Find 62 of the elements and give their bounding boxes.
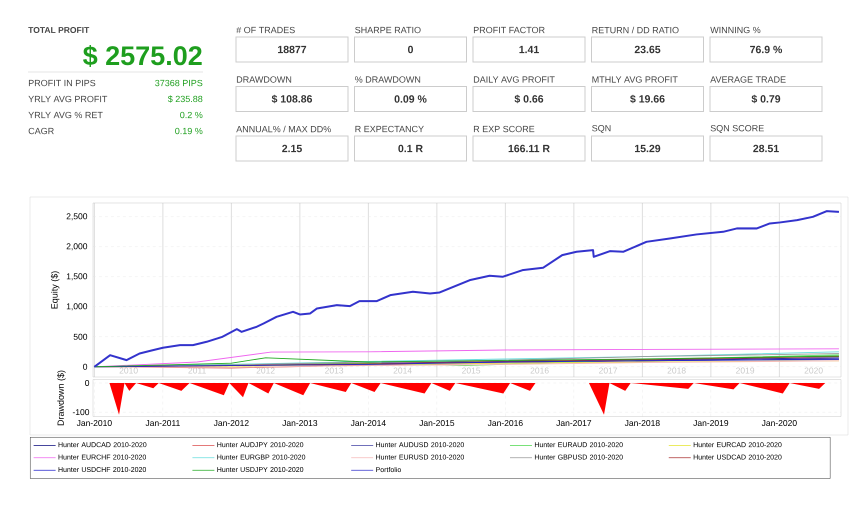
text: ANNUAL% / MAX DD% [236,126,331,132]
text: 1.41 [519,46,539,54]
text: PROFIT IN PIPS [28,80,96,86]
text: YRLY AVG PROFIT [28,96,108,102]
text: CAGR [28,128,54,134]
text: MTHLY AVG PROFIT [592,76,678,83]
text: SHARPE RATIO [355,26,421,34]
text: $ 0.79 [752,94,780,104]
y-axis-title: Equity ($) [50,271,60,309]
text: 2.15 [282,144,302,152]
y-tick-label: 1,000 [66,303,88,310]
text: WINNING % [710,26,760,34]
text: R EXP SCORE [474,126,534,132]
x-tick-label: Jan-2019 [693,420,728,426]
text: 0 [408,46,413,54]
x-tick-label: Jan-2018 [624,420,660,426]
text: 0.1 R [398,144,423,152]
x-tick-label: Jan-2013 [282,420,318,426]
y-tick-label: 2,000 [66,243,88,250]
y-tick-label: -100 [72,409,90,416]
x-tick-label: Jan-2011 [146,420,180,426]
text: $ 0.66 [514,94,544,104]
text: # OF TRADES [236,26,295,34]
text: RETURN / DD RATIO [592,26,679,34]
x-tick-label: Jan-2015 [419,420,454,426]
text: 0.09 % [394,95,427,103]
y-tick-label: 0 [85,380,90,386]
text: 23.65 [634,46,660,54]
text: 0.2 % [180,112,202,118]
text: $ 235.88 [168,95,202,103]
text: $ 2575.02 [83,44,202,68]
x-tick-label: Jan-2014 [350,420,386,426]
text: TOTAL PROFIT [28,26,90,34]
x-tick-label: Jan-2016 [488,420,523,426]
text: YRLY AVG % RET [28,112,103,118]
x-tick-label: Jan-2010 [76,420,112,426]
text: SQN SCORE [710,125,764,133]
text: $ 108.86 [272,94,312,104]
text: SQN [592,125,610,133]
text: 15.29 [635,144,660,152]
y-tick-label: 1,500 [66,273,88,280]
text: AVERAGE TRADE [710,76,786,83]
text: R EXPECTANCY [355,126,424,132]
text: 37368 PIPS [155,80,202,86]
text: 28.51 [753,144,779,152]
y-tick-label: 500 [74,334,88,340]
line-series [93,210,840,368]
text: PROFIT FACTOR [474,26,545,34]
text: % DRAWDOWN [355,76,420,83]
x-tick-label: Jan-2012 [214,420,249,426]
text: $ 19.66 [630,94,665,104]
text: DAILY AVG PROFIT [474,76,555,83]
y-tick-label: 2,500 [66,213,88,220]
y-tick-label: 0 [83,364,88,370]
text: DRAWDOWN [236,76,292,83]
x-tick-label: Jan-2017 [556,420,592,426]
x-tick-label: Jan-2020 [762,420,797,426]
text: 0.19 % [175,128,202,134]
text: 18877 [278,46,306,54]
y-axis-title: Drawdown ($) [57,370,66,426]
text: 76.9 % [750,46,782,54]
text: 166.11 R [508,144,550,152]
